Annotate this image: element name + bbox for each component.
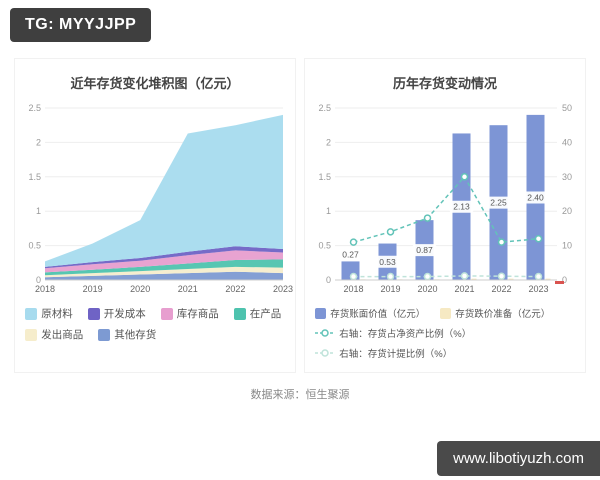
svg-text:0: 0 xyxy=(562,275,567,285)
telegram-badge: TG: MYYJJPP xyxy=(10,8,152,42)
svg-text:10: 10 xyxy=(562,241,572,251)
swatch-icon xyxy=(98,328,111,341)
data-source-note: 数据来源：恒生聚源 xyxy=(250,389,350,401)
legend-row: 右轴：存货计提比例（%） xyxy=(315,346,574,360)
svg-text:2018: 2018 xyxy=(343,284,363,294)
svg-text:2022: 2022 xyxy=(225,284,245,294)
svg-text:2021: 2021 xyxy=(178,284,198,294)
svg-text:0: 0 xyxy=(326,275,331,285)
legend-item[interactable]: 原材料 xyxy=(25,306,73,321)
legend-row: 发出商品 其他存货 xyxy=(25,327,284,342)
svg-text:0.5: 0.5 xyxy=(318,241,331,251)
swatch-icon xyxy=(25,328,38,341)
svg-text:0.5: 0.5 xyxy=(28,241,41,251)
svg-text:20: 20 xyxy=(562,206,572,216)
svg-text:2018: 2018 xyxy=(35,284,55,294)
svg-text:2022: 2022 xyxy=(491,284,511,294)
svg-text:0.27: 0.27 xyxy=(342,249,359,259)
legend-label: 右轴：存货占净资产比例（%） xyxy=(339,329,472,340)
legend-label: 右轴：存货计提比例（%） xyxy=(339,349,453,360)
swatch-icon xyxy=(315,307,327,319)
swatch-icon xyxy=(440,307,452,319)
legend-label: 存货账面价值（亿元） xyxy=(330,309,426,320)
combo-bar-line-chart: 0 0.5 1 1.5 2 2.5 0 10 20 30 40 50 0.27 0.53 0.87 2.13 2… xyxy=(318,103,572,294)
svg-text:50: 50 xyxy=(562,103,572,113)
left-chart-panel: 近年存货变化堆积图（亿元） 0 0.5 1 1.5 2 2.5 2018 2019 2020 20… xyxy=(14,58,296,373)
legend-item[interactable]: 其他存货 xyxy=(98,327,156,342)
legend-item[interactable]: 开发成本 xyxy=(87,306,146,321)
legend-label: 其他存货 xyxy=(114,329,157,341)
svg-text:40: 40 xyxy=(562,137,572,147)
svg-text:2: 2 xyxy=(326,137,331,147)
right-chart-legend: 存货账面价值（亿元） 存货跌价准备（亿元） 右轴：存货占净资产比例（%） 右轴：存货计… xyxy=(315,306,574,360)
svg-text:2019: 2019 xyxy=(380,284,400,294)
legend-item[interactable]: 库存商品 xyxy=(160,306,219,321)
svg-text:0.87: 0.87 xyxy=(416,245,433,255)
svg-text:2023: 2023 xyxy=(528,284,548,294)
left-chart-title: 近年存货变化堆积图（亿元） xyxy=(70,76,240,91)
right-chart-panel: 历年存货变动情况 0 0.5 1 1.5 2 2.5 0 10 20 30 40 50 0.27 0.53… xyxy=(304,58,586,373)
svg-text:1: 1 xyxy=(36,206,41,216)
swatch-icon xyxy=(87,307,100,320)
swatch-icon xyxy=(160,307,173,320)
svg-text:2.40: 2.40 xyxy=(527,192,544,202)
legend-label: 存货跌价准备（亿元） xyxy=(455,309,551,320)
svg-text:2019: 2019 xyxy=(83,284,103,294)
legend-label: 原材料 xyxy=(41,308,73,320)
svg-text:2.5: 2.5 xyxy=(318,103,331,113)
line-marker-icon xyxy=(315,349,336,357)
svg-text:2.25: 2.25 xyxy=(490,198,507,208)
legend-label: 在产品 xyxy=(249,308,282,320)
svg-text:2: 2 xyxy=(36,137,41,147)
svg-text:1.5: 1.5 xyxy=(28,172,41,182)
line-marker-icon xyxy=(315,329,336,337)
svg-text:0: 0 xyxy=(36,275,41,285)
legend-row: 右轴：存货占净资产比例（%） xyxy=(315,326,574,340)
legend-row: 存货账面价值（亿元） 存货跌价准备（亿元） xyxy=(315,306,574,320)
svg-text:30: 30 xyxy=(562,172,572,182)
svg-text:2020: 2020 xyxy=(417,284,437,294)
svg-text:1.5: 1.5 xyxy=(318,172,331,182)
svg-text:2.5: 2.5 xyxy=(28,103,41,113)
left-chart-legend: 原材料 开发成本 库存商品 在产品发出商品 其他存货 xyxy=(25,306,284,342)
svg-text:2.13: 2.13 xyxy=(453,202,470,212)
legend-item[interactable]: 在产品 xyxy=(233,306,282,321)
stacked-area-chart: 0 0.5 1 1.5 2 2.5 2018 2019 2020 2021 2022 2023 xyxy=(28,103,293,294)
swatch-icon xyxy=(25,307,38,320)
legend-item[interactable]: 发出商品 xyxy=(25,327,83,342)
legend-item[interactable]: 右轴：存货占净资产比例（%） xyxy=(315,326,471,340)
svg-text:2023: 2023 xyxy=(273,284,293,294)
legend-label: 库存商品 xyxy=(176,308,219,320)
charts-row: 近年存货变化堆积图（亿元） 0 0.5 1 1.5 2 2.5 2018 2019 2020 20… xyxy=(14,58,586,373)
legend-label: 发出商品 xyxy=(41,329,84,341)
swatch-icon xyxy=(233,307,246,320)
svg-text:1: 1 xyxy=(326,206,331,216)
right-chart-title: 历年存货变动情况 xyxy=(392,76,497,91)
legend-label: 开发成本 xyxy=(103,308,146,320)
svg-text:0.53: 0.53 xyxy=(379,257,396,267)
legend-item[interactable]: 右轴：存货计提比例（%） xyxy=(315,346,452,360)
legend-row: 原材料 开发成本 库存商品 在产品 xyxy=(25,306,284,321)
legend-item[interactable]: 存货跌价准备（亿元） xyxy=(440,306,550,320)
watermark-url: www.libotiyuzh.com xyxy=(437,441,600,476)
legend-item[interactable]: 存货账面价值（亿元） xyxy=(315,306,425,320)
svg-text:2021: 2021 xyxy=(454,284,474,294)
svg-text:2020: 2020 xyxy=(130,284,150,294)
